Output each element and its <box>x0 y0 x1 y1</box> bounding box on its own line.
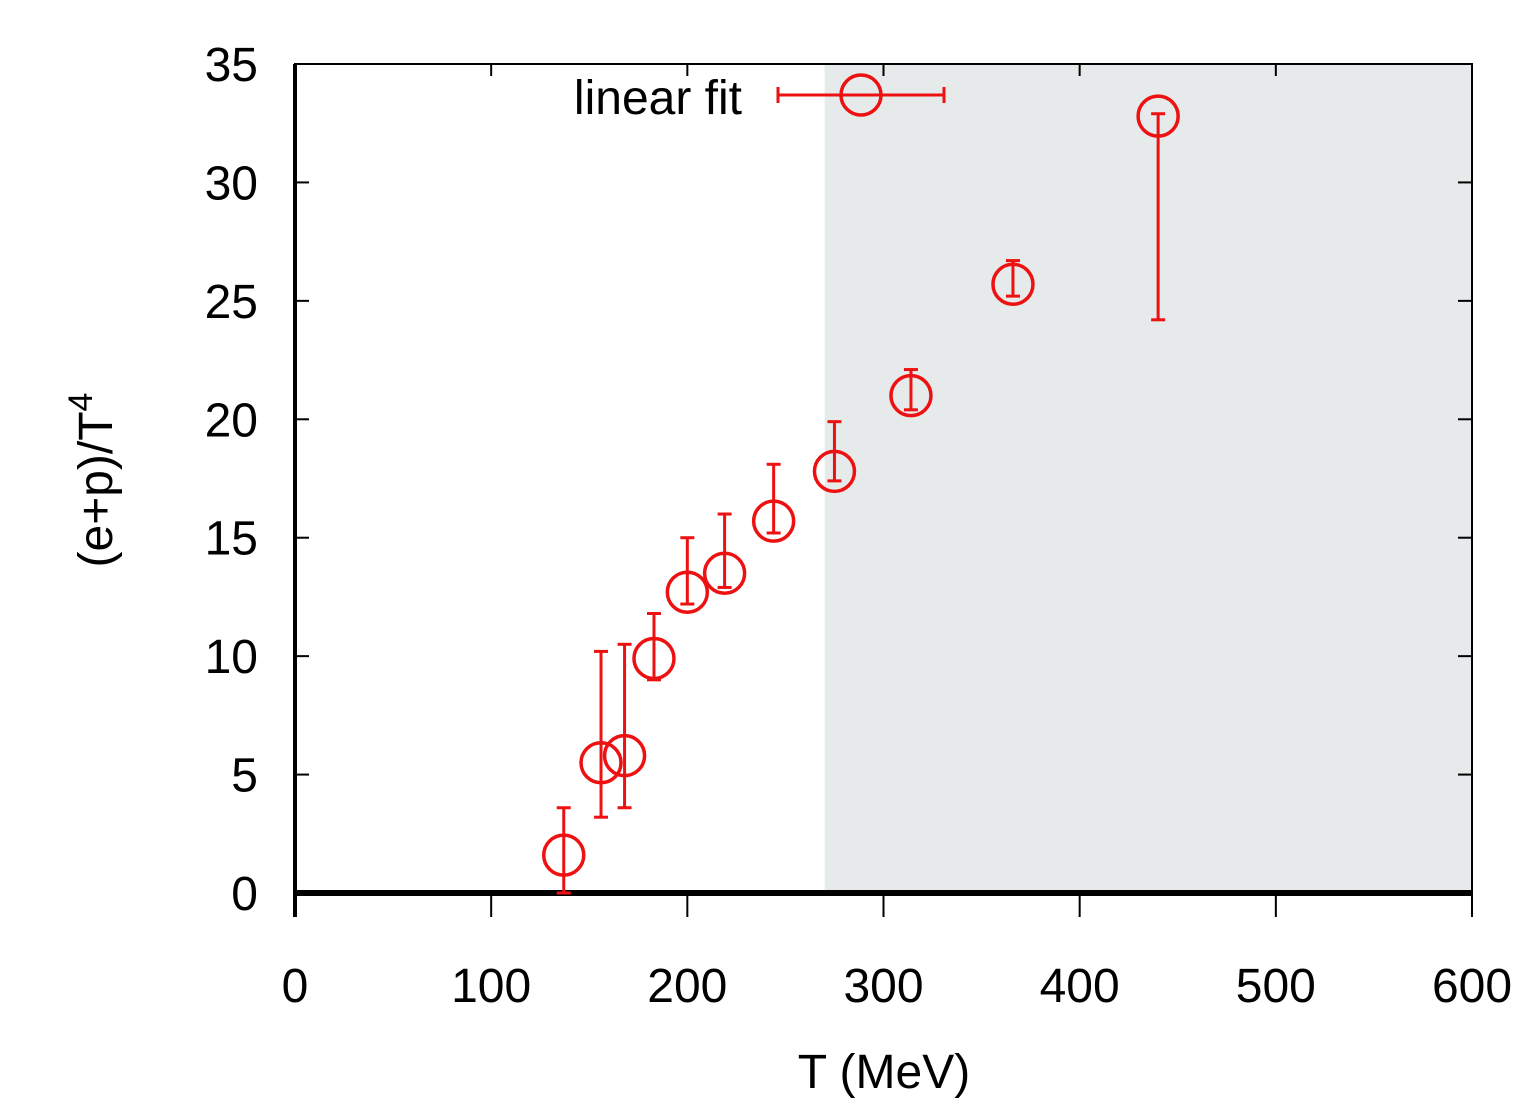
data-point <box>541 833 586 877</box>
x-tick-label: 200 <box>647 960 727 1013</box>
y-tick-label: 0 <box>231 868 258 921</box>
y-axis-label-base: (e+p)/T <box>70 411 123 567</box>
legend: linear fit <box>574 72 946 125</box>
x-tick-label: 600 <box>1432 960 1512 1013</box>
legend-label: linear fit <box>574 72 742 125</box>
data-point <box>991 262 1035 307</box>
data-point <box>751 499 796 543</box>
data-points <box>541 94 1180 895</box>
x-tick-label: 300 <box>843 960 923 1013</box>
x-axis-label: T (MeV) <box>798 1046 970 1099</box>
y-tick-label: 10 <box>205 631 258 684</box>
x-tick-label: 400 <box>1040 960 1120 1013</box>
y-axis-label: (e+p)/T4 <box>62 393 123 568</box>
x-tick-label: 0 <box>282 960 309 1013</box>
y-axis-label-superscript: 4 <box>62 393 100 412</box>
data-point <box>1136 94 1180 138</box>
data-point <box>579 740 623 785</box>
y-tick-label: 30 <box>205 157 258 210</box>
data-point <box>602 733 647 778</box>
y-tick-label: 5 <box>231 750 258 803</box>
shaded-region <box>824 64 1472 893</box>
x-tick-label: 500 <box>1236 960 1316 1013</box>
x-tick-label: 100 <box>451 960 531 1013</box>
y-tick-label: 20 <box>205 394 258 447</box>
axis-ticks <box>293 63 1473 917</box>
data-point <box>632 636 676 681</box>
x-tick-labels: 0 100 200 300 400 500 600 <box>282 960 1512 1013</box>
legend-marker-icon <box>839 73 883 117</box>
y-tick-labels: 0 5 10 15 20 25 30 35 <box>205 39 258 921</box>
data-point <box>702 551 747 595</box>
data-point <box>812 449 857 494</box>
data-point <box>889 373 933 418</box>
data-point <box>665 570 710 614</box>
y-tick-label: 25 <box>205 276 258 329</box>
y-tick-label: 35 <box>205 39 258 92</box>
y-tick-label: 15 <box>205 513 258 566</box>
